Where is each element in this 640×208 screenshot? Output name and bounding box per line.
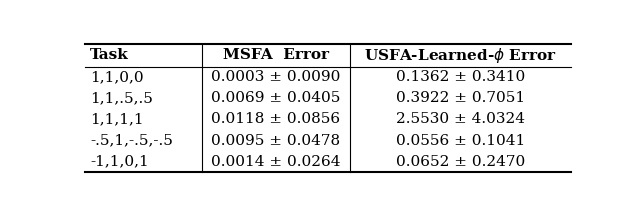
Text: 0.0118 ± 0.0856: 0.0118 ± 0.0856: [211, 113, 340, 126]
Text: 0.3922 ± 0.7051: 0.3922 ± 0.7051: [396, 91, 525, 105]
Text: 0.0014 ± 0.0264: 0.0014 ± 0.0264: [211, 155, 340, 169]
Text: Task: Task: [90, 48, 129, 62]
Text: USFA-Learned-$\phi$ Error: USFA-Learned-$\phi$ Error: [364, 46, 557, 65]
Text: 0.1362 ± 0.3410: 0.1362 ± 0.3410: [396, 70, 525, 84]
Text: 0.0095 ± 0.0478: 0.0095 ± 0.0478: [211, 134, 340, 148]
Text: 1,1,1,1: 1,1,1,1: [90, 113, 143, 126]
Text: MSFA  Error: MSFA Error: [223, 48, 329, 62]
Text: -1,1,0,1: -1,1,0,1: [90, 155, 148, 169]
Text: 1,1,.5,.5: 1,1,.5,.5: [90, 91, 153, 105]
Text: 2.5530 ± 4.0324: 2.5530 ± 4.0324: [396, 113, 525, 126]
Text: 0.0003 ± 0.0090: 0.0003 ± 0.0090: [211, 70, 340, 84]
Text: 1,1,0,0: 1,1,0,0: [90, 70, 143, 84]
Text: 0.0652 ± 0.2470: 0.0652 ± 0.2470: [396, 155, 525, 169]
Text: 0.0556 ± 0.1041: 0.0556 ± 0.1041: [396, 134, 525, 148]
Text: 0.0069 ± 0.0405: 0.0069 ± 0.0405: [211, 91, 340, 105]
Text: -.5,1,-.5,-.5: -.5,1,-.5,-.5: [90, 134, 173, 148]
